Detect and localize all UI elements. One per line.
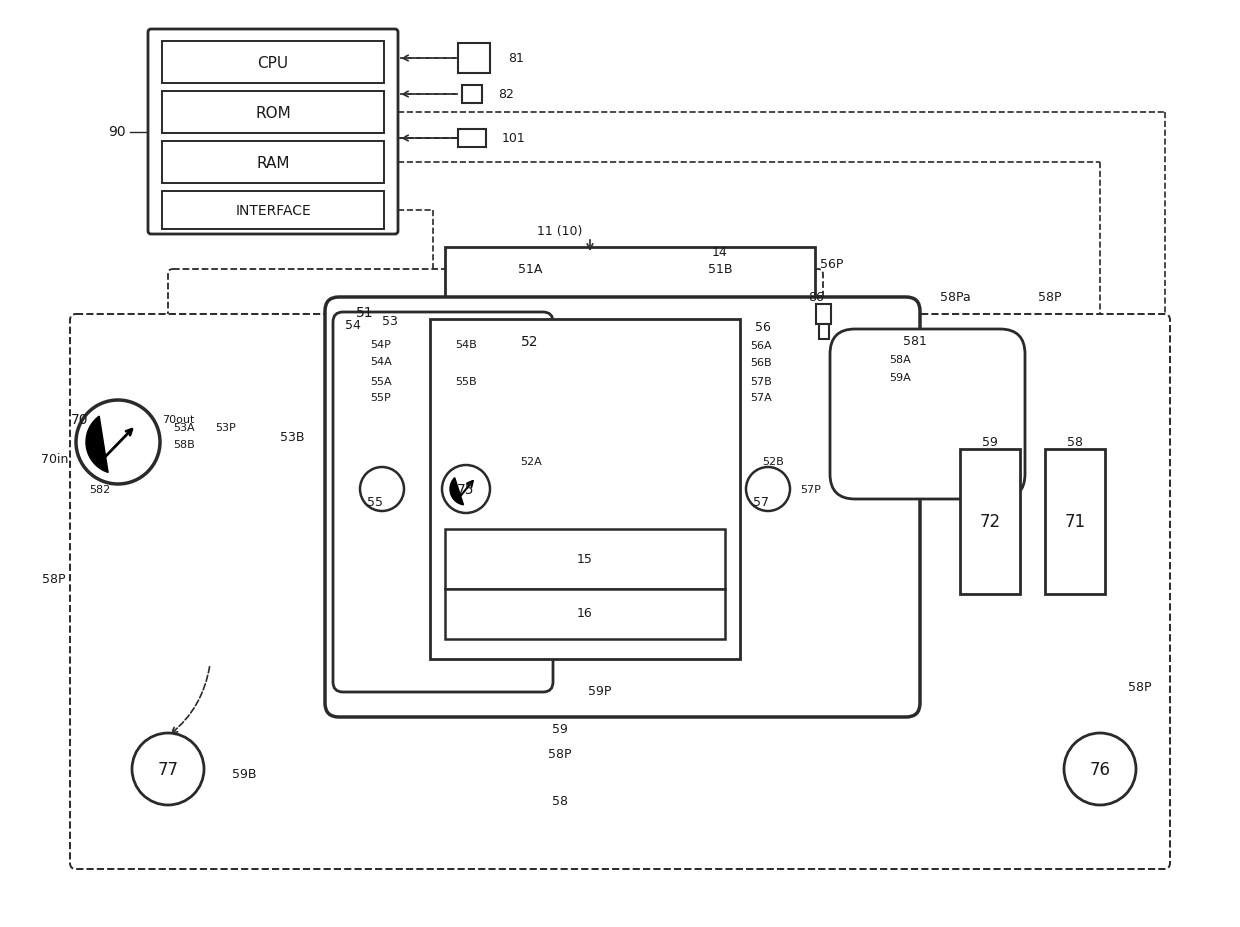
Bar <box>162 42 384 84</box>
Text: 58P: 58P <box>548 748 572 761</box>
Bar <box>162 142 384 184</box>
Circle shape <box>746 467 790 512</box>
Text: 51: 51 <box>356 306 373 320</box>
Bar <box>960 450 1021 594</box>
FancyBboxPatch shape <box>69 314 1171 870</box>
FancyBboxPatch shape <box>325 298 920 717</box>
Bar <box>445 590 725 640</box>
Text: 53: 53 <box>382 315 398 328</box>
Text: 53P: 53P <box>215 423 236 433</box>
Text: 58Pa: 58Pa <box>940 291 971 304</box>
Text: 90: 90 <box>108 125 126 139</box>
Bar <box>445 529 725 590</box>
Circle shape <box>76 400 160 485</box>
Text: 58B: 58B <box>174 439 195 450</box>
Text: 76: 76 <box>1090 760 1111 778</box>
Text: 58: 58 <box>1066 436 1083 449</box>
Text: 53A: 53A <box>174 423 195 433</box>
Text: 55: 55 <box>367 496 383 509</box>
Bar <box>430 320 740 659</box>
Text: 77: 77 <box>157 760 179 778</box>
Text: 57: 57 <box>753 496 769 509</box>
Text: 54P: 54P <box>370 339 391 349</box>
Text: 55P: 55P <box>370 392 391 402</box>
Text: 59: 59 <box>552 723 568 736</box>
Text: 58P: 58P <box>41 573 64 586</box>
Text: 86: 86 <box>808 291 823 304</box>
Text: INTERFACE: INTERFACE <box>236 204 311 218</box>
Text: 54B: 54B <box>455 339 476 349</box>
Circle shape <box>131 733 205 806</box>
Text: 582: 582 <box>89 485 110 494</box>
Text: 58P: 58P <box>1038 291 1061 304</box>
FancyBboxPatch shape <box>830 330 1025 500</box>
Text: 52B: 52B <box>763 456 784 466</box>
FancyBboxPatch shape <box>334 312 553 692</box>
Text: 70: 70 <box>71 413 88 426</box>
Text: 59P: 59P <box>588 685 611 698</box>
Text: 56: 56 <box>755 321 771 334</box>
Text: 56B: 56B <box>750 358 771 368</box>
Bar <box>445 248 815 303</box>
Polygon shape <box>450 478 464 505</box>
Circle shape <box>1064 733 1136 806</box>
Polygon shape <box>86 416 108 473</box>
Text: 54A: 54A <box>370 357 392 366</box>
Text: 56P: 56P <box>821 259 843 272</box>
Text: 70out: 70out <box>162 414 195 425</box>
Text: 15: 15 <box>577 552 593 565</box>
Text: 57B: 57B <box>750 376 771 387</box>
Text: 55B: 55B <box>455 376 476 387</box>
Text: 101: 101 <box>502 133 526 146</box>
Text: 81: 81 <box>508 53 523 66</box>
Bar <box>463 86 482 104</box>
Bar <box>1045 450 1105 594</box>
Text: 51B: 51B <box>708 263 733 276</box>
Text: 59A: 59A <box>889 373 911 383</box>
Text: 57P: 57P <box>800 485 821 494</box>
Bar <box>458 44 490 74</box>
Bar <box>818 324 830 339</box>
Text: 58A: 58A <box>889 355 911 364</box>
Text: 56A: 56A <box>750 340 771 350</box>
Text: 52: 52 <box>521 335 538 349</box>
Circle shape <box>360 467 404 512</box>
Text: ROM: ROM <box>255 106 291 121</box>
Text: 82: 82 <box>498 88 513 101</box>
Text: 52A: 52A <box>520 456 542 466</box>
Text: 54: 54 <box>345 319 361 332</box>
Text: 71: 71 <box>1064 513 1085 530</box>
Text: 59B: 59B <box>232 768 257 781</box>
Text: 75: 75 <box>458 482 475 497</box>
Text: 53B: 53B <box>280 431 305 444</box>
Text: 57A: 57A <box>750 392 771 402</box>
Text: 581: 581 <box>903 336 928 349</box>
Bar <box>816 305 831 324</box>
Circle shape <box>441 465 490 514</box>
Text: 55A: 55A <box>370 376 392 387</box>
Bar <box>458 130 486 147</box>
Text: 51A: 51A <box>518 263 542 276</box>
Bar <box>162 192 384 230</box>
Text: 11 (10): 11 (10) <box>537 225 583 238</box>
FancyBboxPatch shape <box>167 270 823 687</box>
Text: 14: 14 <box>712 247 728 260</box>
Bar <box>162 92 384 133</box>
Text: 58: 58 <box>552 794 568 807</box>
Text: 72: 72 <box>980 513 1001 530</box>
Text: 59: 59 <box>982 436 998 449</box>
Text: 70in: 70in <box>41 453 68 466</box>
Text: RAM: RAM <box>257 156 290 171</box>
FancyBboxPatch shape <box>148 30 398 235</box>
Text: 16: 16 <box>577 607 593 620</box>
Text: 58P: 58P <box>1128 680 1152 693</box>
Text: CPU: CPU <box>258 56 289 70</box>
